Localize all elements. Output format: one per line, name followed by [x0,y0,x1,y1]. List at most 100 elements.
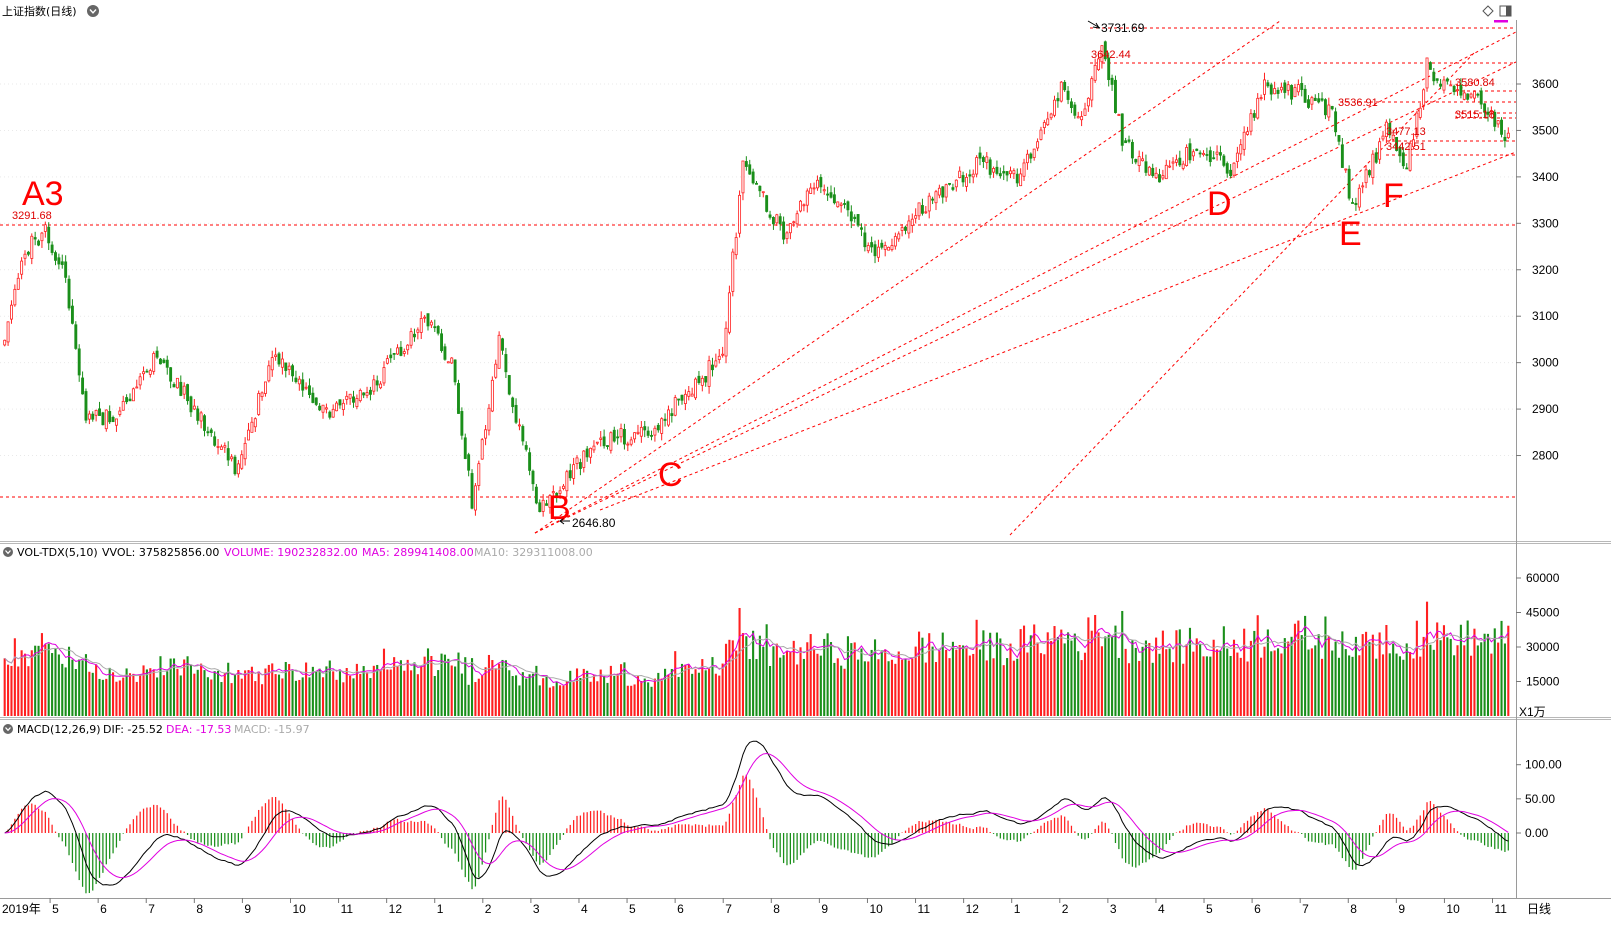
volume-bar [1039,653,1043,716]
volume-bar [653,678,656,716]
candle-body [832,194,836,204]
volume-bar [399,660,402,716]
candle-body [907,220,911,234]
volume-bar [691,673,694,716]
volume-bar [897,651,900,716]
volume-bar [1067,632,1070,716]
volume-bar [836,658,839,716]
volume-bar [1141,646,1144,716]
panel-toggle-icon[interactable] [1499,5,1512,17]
volume-bar [575,668,579,716]
candle-body [768,214,772,218]
volume-bar [315,671,318,716]
candle-body [1405,167,1409,170]
volume-bar [393,657,396,716]
candle-body [1469,93,1473,98]
candle-body [1310,97,1314,105]
volume-bar [721,663,724,716]
volume-bar [1331,650,1334,716]
candle-body [1158,174,1161,183]
volume-bar [999,638,1002,716]
volume-bar [735,650,738,716]
candle-body [517,424,521,427]
candle-body [165,359,169,368]
candle-body [419,318,423,333]
volume-bar [318,668,321,716]
volume-bar [670,668,673,716]
volume-bar [901,659,904,716]
volume-bar [335,679,338,716]
candle-body [247,429,250,441]
volume-bar [619,664,623,716]
candle-body [876,246,880,258]
volume-bar [200,663,203,716]
candle-body [280,358,284,368]
candle-body [724,327,728,357]
macd-dif-value: DIF: -25.52 [103,723,163,736]
volume-bar [98,678,101,716]
volume-bar [169,658,172,716]
candle-body [1225,163,1229,174]
candle-body [555,492,559,497]
volume-bar [765,624,768,716]
volume-bar [1392,643,1395,716]
time-tick-label: 12 [966,902,980,916]
volume-bar [1415,620,1418,716]
volume-bar [84,654,88,716]
volume-bar [914,646,917,716]
candle-body [683,393,687,405]
volume-bar [481,675,484,716]
volume-bar [1087,617,1090,716]
candle-body [1472,91,1476,99]
volume-bar [745,636,748,716]
macd-dea-value: DEA: -17.53 [166,723,231,736]
wave-label-c: C [658,456,683,494]
candle-body [1374,152,1378,163]
volume-bar [1483,633,1486,716]
candle-body [568,470,572,479]
volume-bar [464,657,467,716]
volume-bar [1449,638,1452,716]
time-tick-label: 1 [1014,902,1021,916]
price-tick-label: 2800 [1532,449,1559,463]
macd-tick-label: 50.00 [1525,792,1555,806]
candle-body [829,192,833,198]
volume-bar [142,665,145,716]
volume-bar [796,664,799,716]
volume-bar [586,670,589,716]
candle-body [805,190,809,206]
volume-bar [1019,629,1022,716]
candle-body [880,242,884,248]
volume-bar [1425,601,1429,716]
candle-body [1300,82,1304,90]
diamond-icon[interactable] [1482,5,1494,17]
candle-body [473,485,477,511]
volume-bar [525,678,528,716]
volume-bar [1270,651,1273,716]
volume-bar [555,681,558,716]
wave-labels: A3 B C D E F [22,175,1404,527]
candle-body [253,418,257,428]
low-price-label: 2646.80 [572,516,616,530]
volume-bar [1368,641,1371,716]
volume-bar [592,675,595,716]
candle-body [1266,82,1270,87]
macd-panel-menu-icon[interactable] [3,724,13,734]
volume-bar [968,655,971,716]
volume-bar [325,666,328,716]
volume-bar [1182,663,1185,716]
candle-body [1053,99,1056,116]
candle-body [1086,97,1090,107]
candle-body [1418,107,1422,118]
title-dropdown-icon[interactable] [87,5,99,17]
volume-bar [1053,626,1056,716]
period-selector[interactable]: 日线 [1527,902,1551,916]
candle-body [358,389,362,402]
candle-body [1124,140,1128,144]
volume-panel-menu-icon[interactable] [3,547,13,557]
volume-bar [362,666,365,716]
volume-bar [349,675,352,716]
volume-bar [904,659,907,716]
volume-bar [78,659,81,716]
volume-bar [1138,660,1141,716]
